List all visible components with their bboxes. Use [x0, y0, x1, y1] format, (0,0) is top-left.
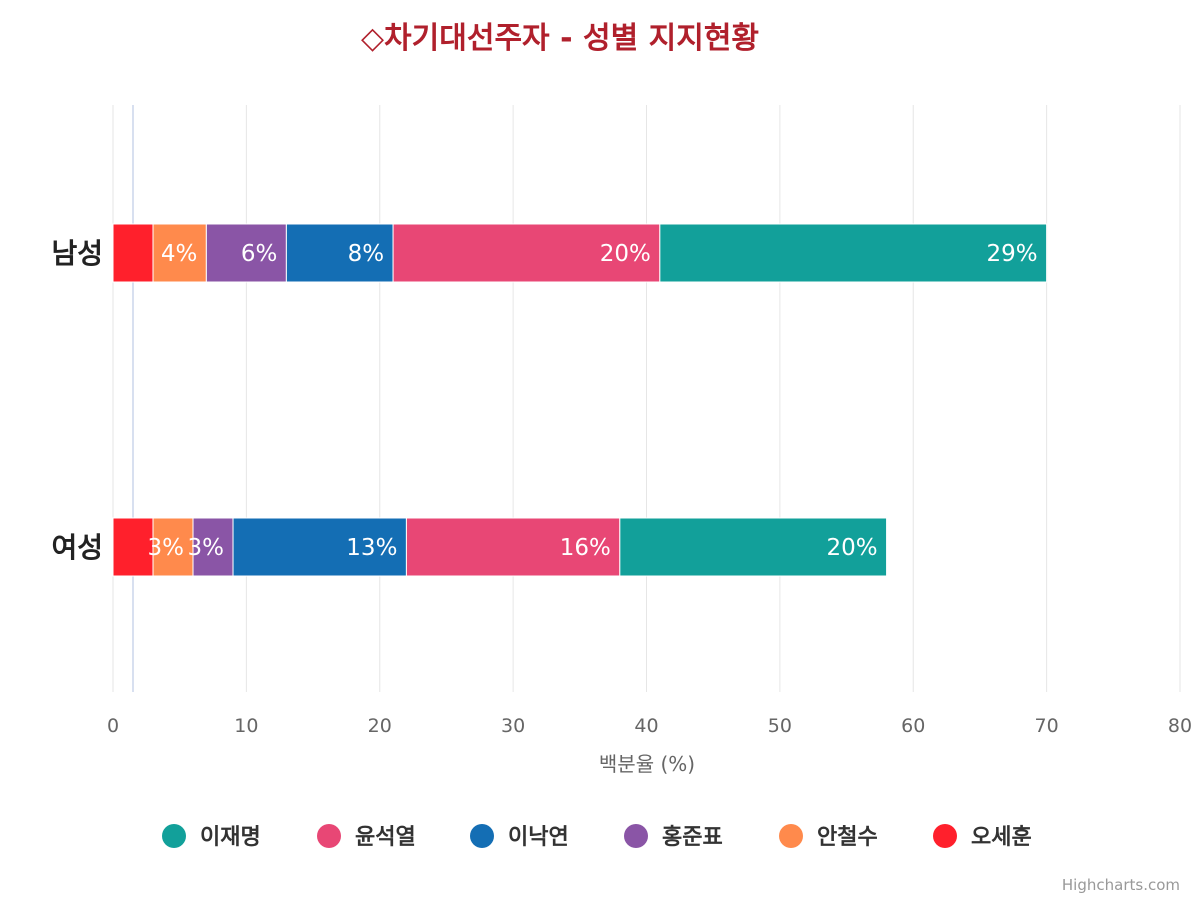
- data-label: 29%: [987, 241, 1038, 267]
- x-tick-label: 80: [1168, 715, 1192, 737]
- data-label: 20%: [600, 241, 651, 267]
- bar-segment[interactable]: [112, 517, 154, 577]
- legend-item[interactable]: 안철수: [779, 824, 878, 850]
- bar-stacks: 4% 6% 8% 20% 29% 3% 3% 13% 16% 20%: [112, 223, 1048, 577]
- legend-marker: [162, 824, 186, 848]
- data-label: 8%: [348, 241, 385, 267]
- x-tick-label: 30: [501, 715, 525, 737]
- data-label: 4%: [161, 241, 198, 267]
- bar-segment[interactable]: [659, 223, 1048, 283]
- bar-segment[interactable]: [232, 517, 407, 577]
- data-label: 13%: [346, 535, 397, 561]
- data-label: 20%: [826, 535, 877, 561]
- credit-text[interactable]: Highcharts.com: [1062, 876, 1180, 894]
- legend-label: 오세훈: [971, 825, 1032, 850]
- bar-segment[interactable]: [405, 517, 621, 577]
- x-tick-label: 20: [368, 715, 392, 737]
- legend-item[interactable]: 홍준표: [624, 824, 723, 850]
- grid-lines: [112, 105, 1181, 692]
- x-tick-label: 50: [768, 715, 792, 737]
- legend-marker: [317, 824, 341, 848]
- data-label: 16%: [560, 535, 611, 561]
- bar-segment[interactable]: [285, 223, 394, 283]
- data-label: 6%: [241, 241, 278, 267]
- legend-marker: [624, 824, 648, 848]
- bar-segment[interactable]: [205, 223, 287, 283]
- bar-segment[interactable]: [152, 517, 194, 577]
- bar-segment[interactable]: [192, 517, 234, 577]
- bar-segment[interactable]: [619, 517, 888, 577]
- x-tick-label: 70: [1035, 715, 1059, 737]
- data-label: 3%: [148, 535, 185, 561]
- x-axis-ticks: 0 10 20 30 40 50 60 70 80: [107, 715, 1192, 737]
- legend: 이재명 윤석열 이낙연 홍준표 안철수 오세훈: [162, 824, 1032, 850]
- legend-item[interactable]: 오세훈: [933, 824, 1032, 850]
- chart-title: ◇차기대선주자 - 성별 지지현황: [361, 21, 759, 56]
- x-tick-label: 10: [234, 715, 258, 737]
- legend-marker: [470, 824, 494, 848]
- legend-marker: [779, 824, 803, 848]
- category-label: 여성: [51, 531, 103, 564]
- bar-segment[interactable]: [392, 223, 661, 283]
- legend-label: 이재명: [200, 825, 261, 850]
- legend-label: 윤석열: [355, 825, 416, 850]
- legend-item[interactable]: 이재명: [162, 824, 261, 850]
- legend-item[interactable]: 윤석열: [317, 824, 416, 850]
- legend-label: 안철수: [817, 825, 878, 850]
- data-label: 3%: [188, 535, 225, 561]
- x-tick-label: 0: [107, 715, 119, 737]
- x-tick-label: 40: [634, 715, 658, 737]
- x-axis-title: 백분율 (%): [599, 752, 695, 776]
- legend-marker: [933, 824, 957, 848]
- legend-item[interactable]: 이낙연: [470, 824, 569, 850]
- x-tick-label: 60: [901, 715, 925, 737]
- category-label: 남성: [51, 237, 103, 270]
- bar-segment[interactable]: [112, 223, 154, 283]
- legend-label: 홍준표: [662, 825, 723, 850]
- legend-label: 이낙연: [508, 825, 569, 850]
